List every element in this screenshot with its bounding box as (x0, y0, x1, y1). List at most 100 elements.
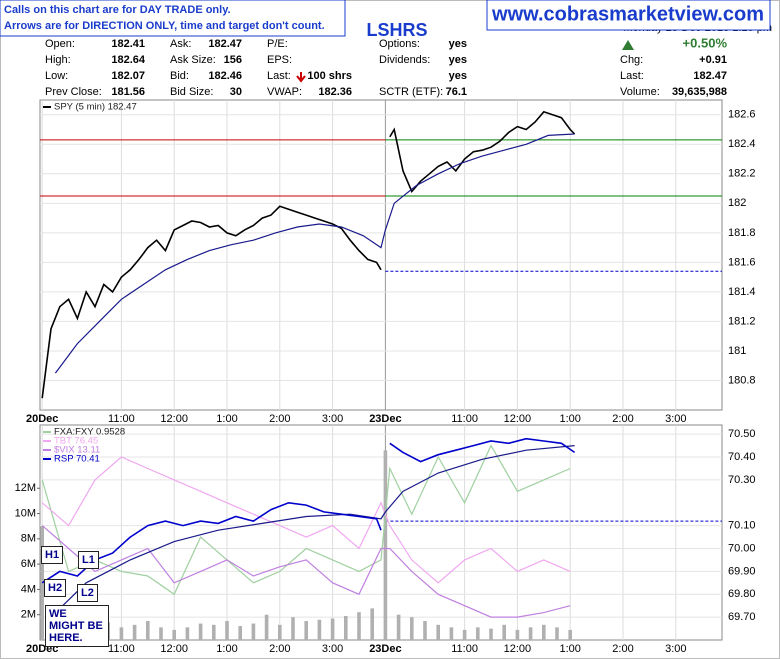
legend-label: TBT 76.45 (54, 436, 98, 447)
y-tick-label: 70.30 (728, 474, 756, 486)
y-tick-label: 182.6 (728, 109, 756, 121)
series-line (41, 456, 571, 584)
volume-bar (132, 624, 137, 640)
volume-bar (357, 612, 361, 640)
volume-bar (476, 627, 480, 640)
notice-box (0, 0, 346, 37)
x-tick-label: 12:00 (504, 413, 532, 425)
volume-bar (502, 624, 506, 640)
volume-bar (317, 619, 322, 640)
volume-bar (304, 621, 308, 640)
x-tick-label: 12:00 (504, 643, 532, 655)
quote-value: 156 (224, 54, 242, 66)
y-tick-label: 181.2 (728, 315, 756, 327)
quote-label: Open: (45, 38, 75, 50)
summary-label: Volume: (620, 86, 660, 98)
quote-value: yes (449, 54, 467, 66)
quote-label: P/E: (267, 38, 288, 50)
x-tick-label: 23Dec (369, 413, 401, 425)
volume-bar (172, 629, 176, 640)
y2-tick-label: 12M (15, 482, 36, 494)
summary-value: 39,635,988 (672, 86, 727, 98)
volume-bar (396, 614, 401, 640)
quote-label: Dividends: (379, 54, 430, 66)
volume-bar (423, 621, 427, 640)
volume-bar (410, 617, 414, 640)
quote-value: 100 shrs (307, 70, 352, 82)
summary-label: Last: (620, 70, 644, 82)
quote-label: EPS: (267, 54, 292, 66)
quote-value: 182.36 (318, 86, 352, 98)
y-tick-label: 182 (728, 197, 746, 209)
volume-bar (515, 629, 520, 640)
volume-bar (198, 623, 203, 640)
y2-tick-label: 4M (21, 583, 36, 595)
y2-tick-label: 6M (21, 558, 36, 570)
volume-bar (449, 627, 454, 640)
up-arrow (622, 40, 634, 50)
series-line (41, 525, 571, 618)
down-arrow (296, 72, 306, 83)
y-tick-label: 69.70 (728, 611, 756, 623)
volume-bar (542, 624, 546, 640)
x-tick-label: 1:00 (559, 413, 580, 425)
volume-bar (528, 627, 533, 640)
quote-value: 181.56 (111, 86, 145, 98)
x-tick-label: 3:00 (322, 643, 343, 655)
volume-bar (383, 450, 388, 640)
y-tick-label: 181 (728, 345, 746, 357)
y-tick-label: 181.4 (728, 286, 756, 298)
legend-label: FXA:FXY 0.9528 (54, 427, 125, 438)
y-tick-label: 69.90 (728, 565, 756, 577)
quote-value: 182.47 (208, 38, 242, 50)
panel: 20Dec 11:00 12:00 1:00 2:00 3:00 23Dec 11:00 12:… (26, 99, 756, 425)
x-tick-label: 12:00 (160, 643, 188, 655)
x-tick-label: 1:00 (216, 413, 237, 425)
quote-label: Bid Size: (170, 86, 213, 98)
x-tick-label: 2:00 (612, 643, 633, 655)
volume-bar (40, 526, 44, 640)
symbol: LSHRS (366, 20, 427, 40)
summary-value: +0.50% (683, 35, 728, 50)
x-tick-label: 23Dec (369, 643, 401, 655)
x-tick-label: 2:00 (612, 413, 633, 425)
x-tick-label: 20Dec (26, 413, 58, 425)
volume-bar (238, 626, 242, 640)
volume-bar (119, 627, 124, 640)
quote-value: 182.64 (111, 54, 146, 66)
x-tick-label: 3:00 (322, 413, 343, 425)
volume-bar (185, 627, 190, 640)
annotation: WE MIGHT BE HERE. (45, 605, 109, 647)
quote-label: Options: (379, 38, 420, 50)
volume-bar (370, 608, 374, 640)
quote-value: 182.46 (208, 70, 242, 82)
x-tick-label: 11:00 (108, 413, 135, 425)
legend-label: SPY (5 min) 182.47 (54, 102, 137, 113)
volume-bar (251, 623, 256, 640)
annotation: L2 (77, 584, 98, 602)
y2-tick-label: 10M (15, 507, 36, 519)
quote-label: Low: (45, 70, 68, 82)
y-tick-label: 181.8 (728, 227, 756, 239)
quote-label: Bid: (170, 70, 189, 82)
plot-area (39, 424, 723, 641)
y-tick-label: 70.50 (728, 428, 756, 440)
series-line (41, 444, 571, 596)
volume-bar (225, 621, 229, 640)
series-line (54, 133, 575, 374)
x-tick-label: 2:00 (269, 413, 290, 425)
site-box (486, 0, 771, 31)
annotation: H1 (41, 546, 64, 564)
summary-value: +0.91 (699, 54, 727, 66)
y-tick-label: 69.80 (728, 588, 756, 600)
y-tick-label: 180.8 (728, 374, 756, 386)
quote-label: SCTR (ETF): (379, 86, 443, 98)
panel: 20Dec 11:00 12:00 1:00 2:00 3:00 23Dec 11:00 12:… (15, 424, 756, 655)
quote-label: Prev Close: (45, 86, 102, 98)
volume-bar (436, 624, 440, 640)
quote-label: High: (45, 54, 71, 66)
x-tick-label: 2:00 (269, 643, 290, 655)
legend-label: RSP 70.41 (54, 454, 100, 465)
site: www.cobrasmarketview.com (491, 3, 764, 25)
